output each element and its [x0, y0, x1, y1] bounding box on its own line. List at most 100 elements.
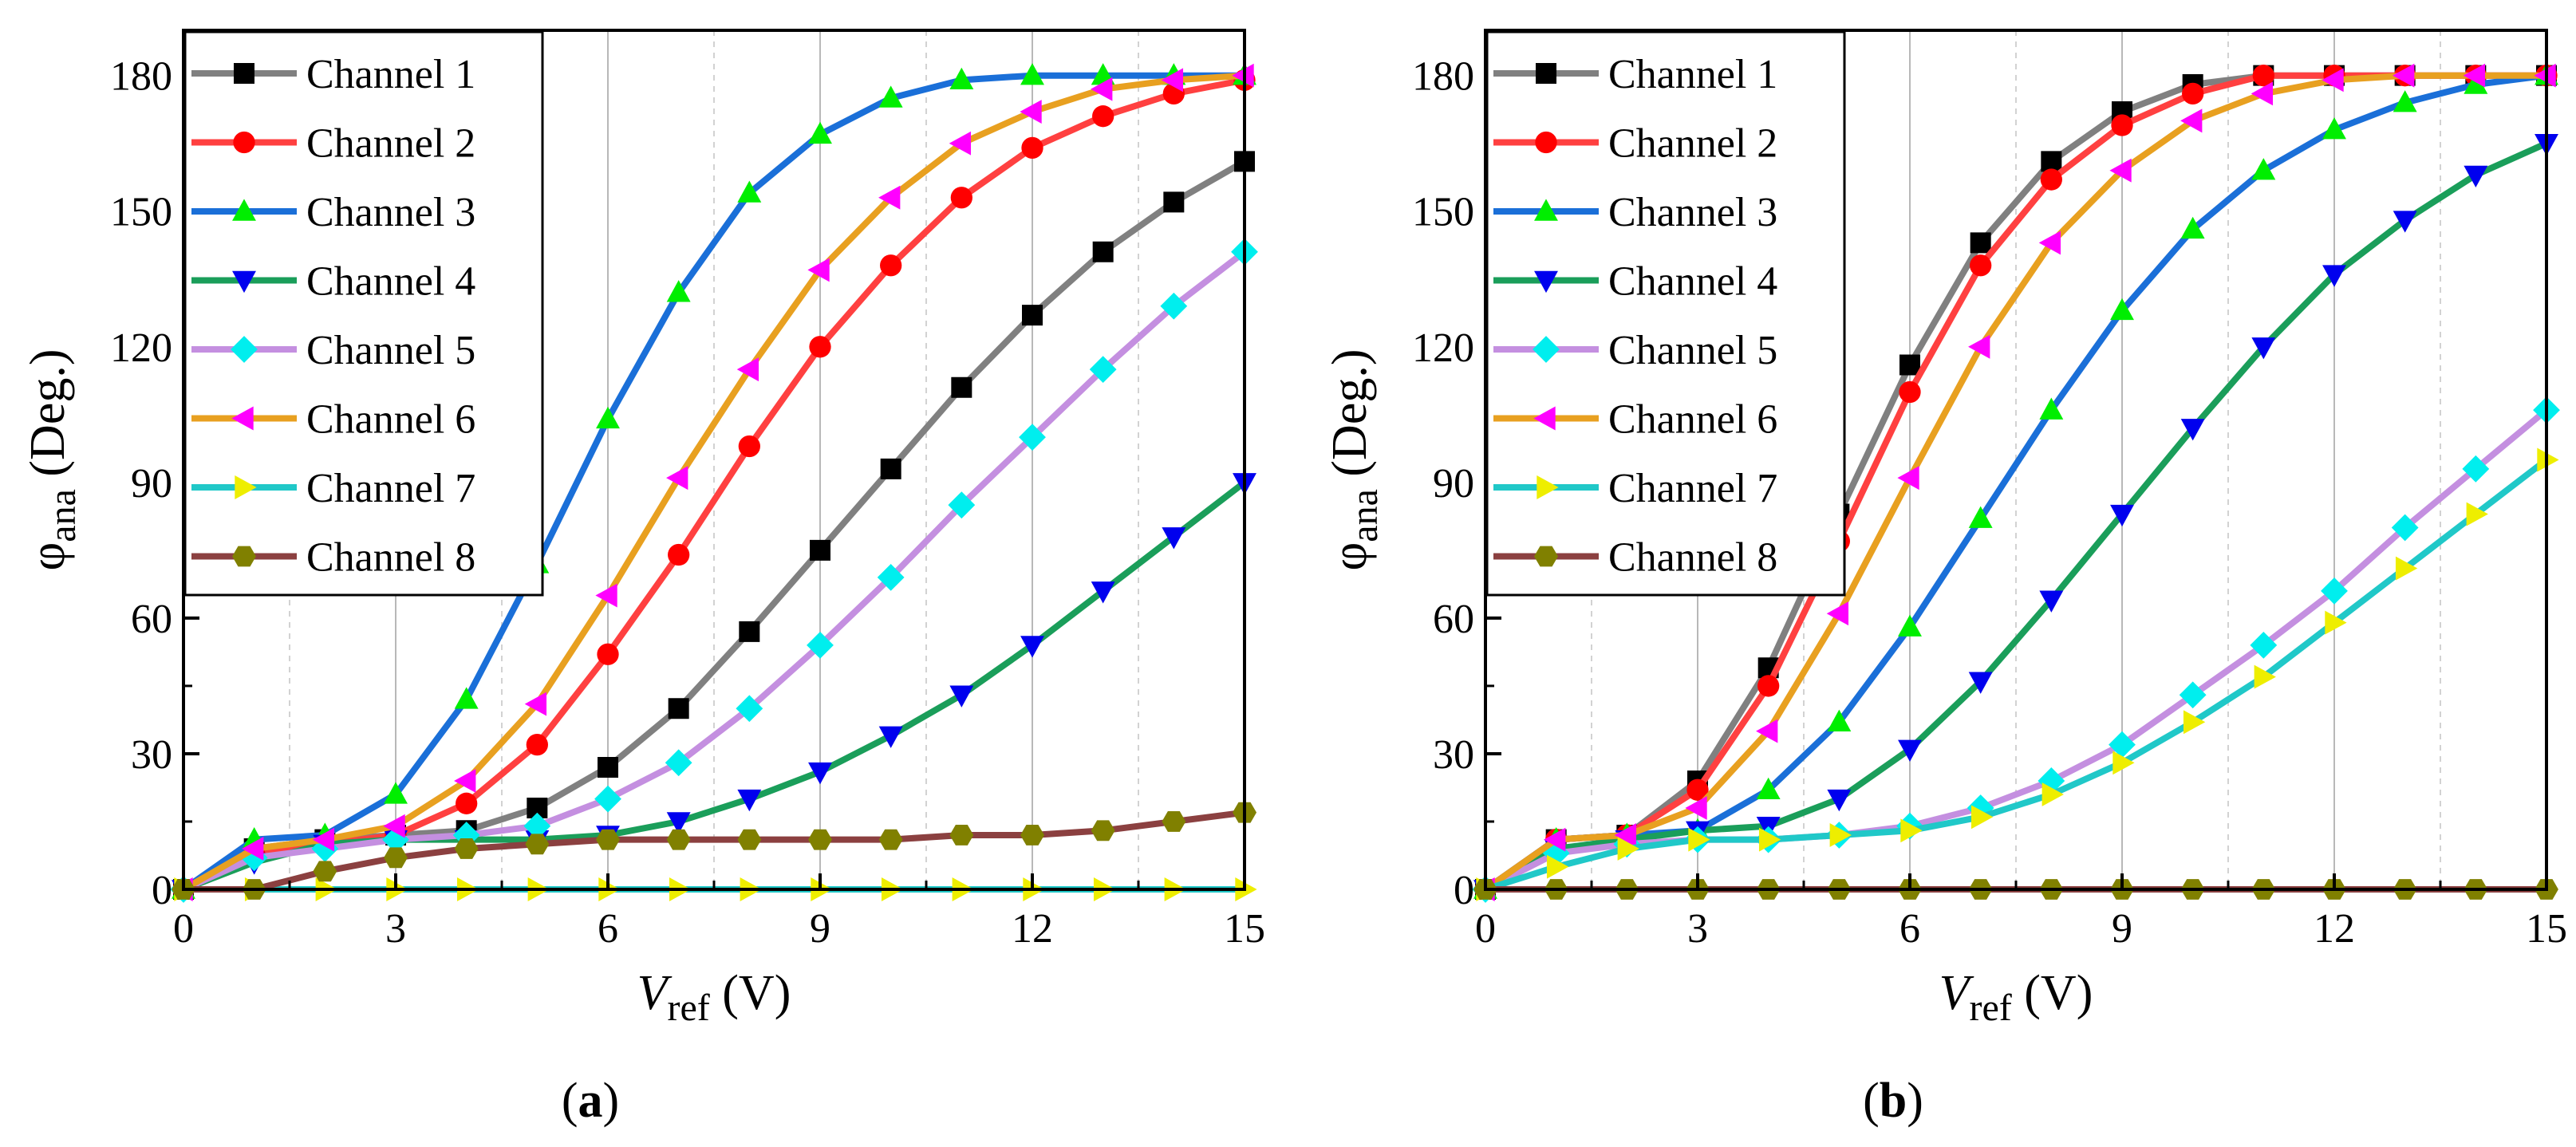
x-tick-label: 12 [2314, 906, 2355, 952]
legend-marker [233, 131, 255, 154]
data-point [2393, 211, 2417, 233]
legend-label: Channel 6 [1608, 397, 1777, 443]
data-point [1092, 105, 1114, 128]
data-point [878, 185, 901, 210]
data-point [597, 643, 619, 665]
legend-label: Channel 5 [1608, 328, 1777, 373]
data-point [880, 254, 902, 277]
data-point [809, 336, 831, 358]
x-tick-label: 0 [1475, 906, 1496, 952]
legend-marker [1534, 546, 1558, 567]
data-point [1899, 354, 1920, 376]
data-point [2252, 65, 2274, 87]
data-point [666, 812, 691, 834]
legend-label: Channel 1 [306, 52, 475, 97]
data-point [2180, 108, 2203, 133]
data-point [242, 837, 264, 861]
legend-label: Channel 2 [1608, 121, 1777, 167]
x-tick-label: 6 [598, 906, 618, 952]
y-tick-label: 90 [1433, 461, 1474, 506]
data-point [1827, 709, 1852, 731]
legend-marker [1535, 131, 1557, 154]
data-point [1970, 805, 1994, 830]
data-point [1163, 191, 1185, 213]
data-point [807, 632, 834, 659]
data-point [595, 583, 617, 608]
legend-marker [232, 270, 256, 294]
data-point [1020, 100, 1042, 124]
y-tick-label: 0 [1454, 868, 1474, 913]
legend-marker [232, 199, 256, 221]
data-point [596, 829, 620, 850]
y-tick-label: 60 [1433, 597, 1474, 642]
data-point [384, 782, 408, 804]
data-point [2109, 731, 2136, 759]
data-point [2395, 556, 2418, 581]
legend-marker [232, 546, 256, 567]
data-point [1020, 636, 1044, 658]
y-tick-label: 180 [110, 54, 172, 100]
data-point [1756, 777, 1781, 799]
data-point [878, 829, 903, 850]
data-point [668, 698, 689, 719]
y-tick-label: 150 [1412, 190, 1474, 235]
series-line [182, 72, 1245, 893]
data-point [454, 838, 479, 859]
series-line [1484, 140, 2548, 893]
x-tick-label: 12 [1012, 906, 1053, 952]
data-point [1968, 672, 1993, 694]
legend-item: Channel 4 [191, 259, 475, 305]
legend-box [1485, 30, 1846, 597]
series-4 [1473, 134, 2558, 902]
data-point [1968, 506, 1993, 528]
legend-marker [234, 63, 254, 84]
data-point [1968, 334, 1990, 359]
x-tick-label: 3 [1687, 906, 1708, 952]
data-point [594, 785, 621, 813]
data-point [1970, 232, 1991, 254]
data-point [668, 543, 690, 566]
legend-item: Channel 3 [1493, 190, 1777, 235]
legend-label: Channel 2 [306, 121, 475, 167]
data-point [949, 67, 974, 90]
y-tick-label: 60 [131, 597, 172, 642]
data-point [598, 756, 618, 778]
data-point [1898, 614, 1922, 637]
legend-item: Channel 1 [191, 52, 475, 97]
x-tick-label: 0 [173, 906, 194, 952]
series-line [1484, 457, 2549, 893]
y-tick-label: 150 [110, 190, 172, 235]
data-point [2039, 397, 2064, 420]
data-point [2321, 577, 2348, 605]
data-point [1688, 827, 1710, 852]
data-point [2325, 610, 2347, 635]
x-tick-label: 6 [1899, 906, 1920, 952]
legend-box [183, 30, 544, 597]
legend-label: Channel 3 [306, 190, 475, 235]
legend-item: Channel 7 [191, 466, 475, 511]
data-point [1617, 837, 1639, 861]
panel-caption-b: (b) [1863, 1074, 1923, 1128]
data-point [2180, 216, 2205, 239]
data-point [2041, 782, 2064, 806]
data-point [1900, 818, 1923, 843]
data-point [1162, 527, 1186, 550]
data-point [454, 769, 476, 793]
data-point [454, 687, 479, 709]
legend-item: Channel 5 [191, 328, 475, 373]
data-point [596, 406, 620, 429]
data-point [2464, 72, 2488, 94]
data-point [880, 458, 901, 479]
data-point [948, 491, 976, 519]
data-point [1756, 719, 1778, 743]
legend-marker [235, 475, 257, 499]
legend-item: Channel 6 [191, 397, 475, 443]
data-point [1091, 820, 1115, 842]
legend-marker [1536, 63, 1556, 84]
data-point [808, 829, 832, 850]
legend-marker [1533, 336, 1560, 363]
legend-item: Channel 1 [1493, 52, 1777, 97]
series-line [183, 809, 1245, 893]
series-line [182, 249, 1247, 893]
data-point [2111, 114, 2133, 136]
